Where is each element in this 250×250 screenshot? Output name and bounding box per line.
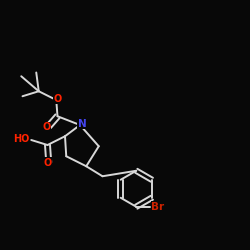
Text: O: O — [54, 94, 62, 104]
Text: HO: HO — [14, 134, 30, 144]
Text: O: O — [42, 122, 50, 132]
Text: O: O — [44, 158, 52, 168]
Text: Br: Br — [152, 202, 164, 212]
Text: N: N — [78, 119, 86, 129]
